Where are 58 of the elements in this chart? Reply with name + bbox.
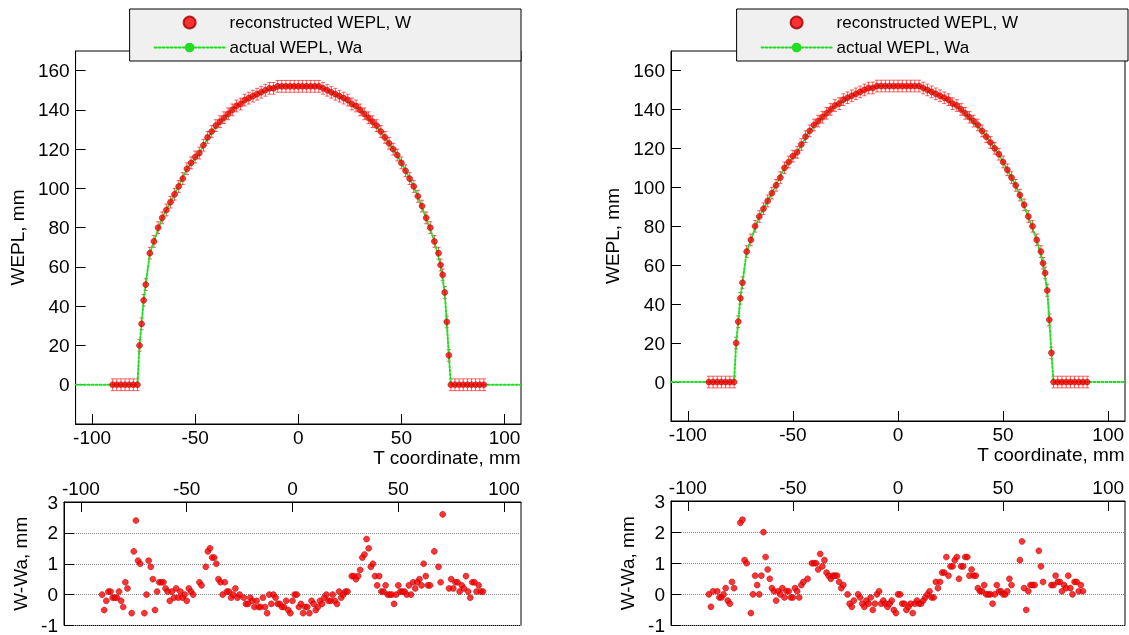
x-tick-label: 50 xyxy=(390,427,412,448)
x-tick-label: -100 xyxy=(61,478,100,499)
y-tick-label: 120 xyxy=(37,138,70,160)
legend-label: actual WEPL, Wa xyxy=(836,38,970,57)
x-tick-label: 50 xyxy=(387,478,409,499)
x-tick-label: -50 xyxy=(181,427,209,448)
y-tick-label: 40 xyxy=(48,295,70,317)
x-tick-label: 100 xyxy=(488,427,521,448)
y-axis-title: WEPL, mm xyxy=(602,187,624,285)
y-tick-label: 2 xyxy=(654,521,665,543)
legend-label: reconstructed WEPL, W xyxy=(836,13,1018,32)
y-tick-label: 1 xyxy=(47,553,58,575)
x-tick-label: 100 xyxy=(1092,424,1125,445)
y-tick-label: 0 xyxy=(59,374,70,396)
x-tick-label: 0 xyxy=(892,424,904,445)
x-tick-label: -100 xyxy=(73,427,112,448)
x-tick-label: 0 xyxy=(287,478,298,499)
y-tick-label: 3 xyxy=(654,490,665,512)
y-tick-label: 160 xyxy=(633,59,665,81)
y-tick-label: 120 xyxy=(633,137,665,159)
y-tick-label: 160 xyxy=(37,60,70,82)
x-tick-label: 50 xyxy=(992,424,1014,445)
y-tick-label: 0 xyxy=(654,371,665,393)
x-axis-title: T coordinate, mm xyxy=(977,444,1125,465)
y-axis-title: W-Wa, mm xyxy=(10,516,32,611)
y-tick-label: 2 xyxy=(47,522,58,544)
x-tick-label: 50 xyxy=(992,477,1014,498)
x-tick-label: -50 xyxy=(172,478,201,499)
x-tick-label: -50 xyxy=(779,424,807,445)
y-tick-label: 100 xyxy=(37,177,70,199)
legend-label: reconstructed WEPL, W xyxy=(229,13,411,32)
y-tick-label: 100 xyxy=(633,176,665,198)
y-tick-label: 3 xyxy=(47,491,58,513)
y-axis-title: W-Wa, mm xyxy=(617,516,639,611)
x-tick-label: 0 xyxy=(892,477,904,498)
y-tick-label: -1 xyxy=(41,615,58,635)
x-tick-label: -50 xyxy=(779,477,807,498)
y-tick-label: 0 xyxy=(654,583,665,605)
y-tick-label: 140 xyxy=(633,98,665,120)
y-tick-label: 20 xyxy=(643,332,665,354)
legend-label: actual WEPL, Wa xyxy=(229,38,363,57)
y-tick-label: 80 xyxy=(48,217,70,239)
x-tick-label: 100 xyxy=(488,478,520,499)
y-tick-label: 60 xyxy=(643,254,665,276)
y-tick-label: 80 xyxy=(643,215,665,237)
y-axis-title: WEPL, mm xyxy=(7,189,28,286)
y-tick-label: -1 xyxy=(648,615,665,635)
y-tick-label: 40 xyxy=(643,293,665,315)
x-tick-label: 100 xyxy=(1092,477,1125,498)
y-tick-label: 60 xyxy=(48,256,70,278)
x-axis-title: T coordinate, mm xyxy=(373,447,521,468)
y-tick-label: 20 xyxy=(48,334,70,356)
x-tick-label: 0 xyxy=(293,427,304,448)
y-tick-label: 1 xyxy=(654,552,665,574)
y-tick-label: 140 xyxy=(37,99,70,121)
x-tick-label: -100 xyxy=(668,477,707,498)
x-tick-label: -100 xyxy=(668,424,707,445)
y-tick-label: 0 xyxy=(47,584,58,606)
